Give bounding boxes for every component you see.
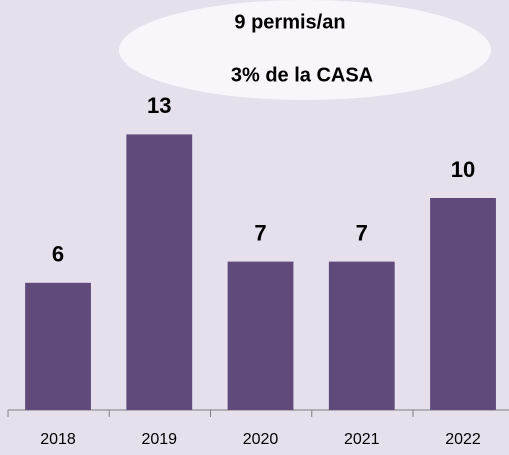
value-label: 13 [147,93,171,118]
bar [126,134,193,410]
x-tick-label: 2020 [243,431,279,448]
annotation: 9 permis/an [234,11,345,33]
bar [430,198,496,410]
value-label: 7 [356,220,368,245]
bar [227,261,294,410]
annotation: 3% de la CASA [231,64,373,86]
x-tick-label: 2018 [40,431,76,448]
x-tick-label: 2021 [344,431,380,448]
annotation-bubble [119,0,491,100]
bar [328,261,395,410]
x-tick-label: 2022 [445,431,481,448]
value-label: 6 [52,242,64,267]
value-label: 10 [451,157,475,182]
bar [25,282,91,410]
value-label: 7 [254,220,266,245]
x-tick-label: 2019 [141,431,177,448]
